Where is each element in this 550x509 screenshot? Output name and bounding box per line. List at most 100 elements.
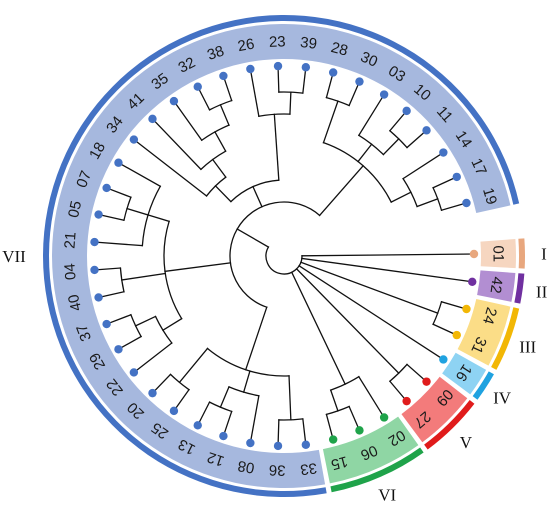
leaf-label-03: 03 [385, 63, 408, 86]
leaf-dot-16 [439, 355, 448, 364]
band-group-II [477, 270, 516, 302]
leaf-label-28: 28 [329, 39, 350, 60]
branch-link-27 [121, 272, 167, 281]
branch-link-45 [289, 91, 292, 115]
branch-arc-58 [432, 186, 443, 212]
leaf-label-05: 05 [65, 199, 85, 219]
leaf-dot-41 [148, 114, 157, 124]
leaf-dot-18 [114, 158, 123, 167]
leaf-dot-30 [355, 77, 364, 86]
branch-link-19 [178, 347, 209, 384]
band-group-VI [322, 416, 419, 484]
leaf-dot-36 [273, 441, 283, 451]
branch-link-37 [211, 158, 227, 179]
branch-arc-32 [123, 196, 132, 221]
branch-arc-22 [163, 220, 183, 320]
branch-link-7 [329, 389, 339, 412]
leaf-label-23: 23 [269, 33, 286, 51]
branch-to-leaf-35 [173, 100, 203, 142]
branch-arc-0 [265, 246, 303, 275]
leaf-dot-33 [301, 440, 311, 449]
group-label-VII: VII [2, 247, 26, 266]
leaf-dot-24 [462, 304, 471, 314]
branch-to-leaf-18 [117, 161, 162, 188]
group-label-VI: VI [378, 486, 396, 505]
group-label-I: I [541, 244, 547, 263]
branch-to-leaf-07 [105, 187, 132, 199]
leaf-dot-09 [422, 377, 431, 386]
leaf-label-07: 07 [73, 168, 95, 190]
group-label-II: II [536, 282, 548, 301]
leaf-label-30: 30 [358, 48, 380, 70]
branch-arc-8 [325, 405, 350, 416]
branch-link-5 [290, 271, 346, 386]
leaf-label-18: 18 [86, 140, 109, 163]
branch-link-17 [219, 386, 230, 409]
branch-to-leaf-19 [440, 202, 468, 212]
leaf-label-14: 14 [452, 128, 475, 151]
branch-link-51 [357, 143, 373, 163]
leaf-label-17: 17 [467, 156, 489, 178]
branch-arc-50 [325, 96, 350, 107]
branch-arc-20 [169, 373, 190, 391]
leaf-dot-32 [193, 82, 202, 91]
band-group-I [480, 239, 516, 269]
leaf-label-19: 19 [479, 186, 500, 207]
leaf-label-16: 16 [452, 361, 475, 384]
leaf-dot-15 [328, 435, 338, 444]
leaf-dot-42 [468, 277, 477, 286]
branch-to-leaf-25 [173, 388, 190, 412]
leaf-dot-28 [328, 68, 338, 77]
leaf-dot-03 [379, 90, 389, 99]
leaf-dot-17 [452, 172, 461, 182]
branch-to-leaf-16 [298, 264, 445, 361]
leaf-label-12: 12 [205, 448, 226, 469]
branch-to-leaf-39 [302, 66, 307, 94]
group-bands [51, 23, 516, 488]
leaf-label-34: 34 [103, 113, 127, 137]
branch-link-11 [244, 306, 268, 371]
branch-to-leaf-29 [117, 335, 143, 351]
branch-to-leaf-34 [132, 138, 208, 197]
leaf-dot-13 [193, 421, 202, 430]
band-group-IV [442, 352, 487, 395]
branch-arc-2 [432, 300, 443, 326]
branch-to-leaf-23 [277, 65, 280, 93]
arc-group-VI [330, 447, 424, 493]
leaf-label-38: 38 [205, 42, 226, 63]
leaf-label-37: 37 [73, 322, 95, 344]
branch-to-leaf-14 [402, 151, 445, 180]
leaf-label-39: 39 [299, 34, 318, 53]
branch-link-29 [147, 214, 170, 223]
branch-link-21 [164, 262, 232, 273]
branch-link-13 [288, 375, 292, 421]
branch-to-leaf-33 [302, 418, 307, 446]
leaf-dot-04 [90, 265, 99, 275]
leaf-label-15: 15 [329, 452, 350, 473]
branch-link-55 [390, 191, 412, 203]
branch-to-leaf-11 [406, 129, 428, 149]
leaf-label-42: 42 [486, 276, 505, 295]
arc-group-IV [472, 371, 494, 400]
branch-link-43 [273, 113, 280, 181]
branch-to-leaf-08 [249, 395, 260, 444]
leaf-label-21: 21 [61, 231, 79, 249]
branch-link-41 [219, 103, 230, 126]
branch-to-leaf-02 [357, 375, 386, 419]
branch-to-leaf-24 [440, 300, 468, 310]
leaf-dot-20 [148, 388, 157, 398]
leaf-dot-11 [422, 126, 431, 135]
leaf-dot-29 [114, 345, 123, 354]
group-label-V: V [460, 433, 473, 452]
branch-link-39 [214, 131, 227, 153]
leaf-dots [90, 61, 479, 451]
group-outer-arcs [43, 15, 525, 497]
branch-to-leaf-17 [432, 176, 458, 189]
branch-to-leaf-31 [432, 323, 458, 336]
leaf-dot-23 [273, 61, 283, 71]
leaf-dot-19 [462, 198, 471, 208]
branch-to-leaf-40 [97, 290, 125, 299]
leaf-label-26: 26 [236, 36, 255, 56]
leaf-dot-02 [379, 413, 389, 422]
